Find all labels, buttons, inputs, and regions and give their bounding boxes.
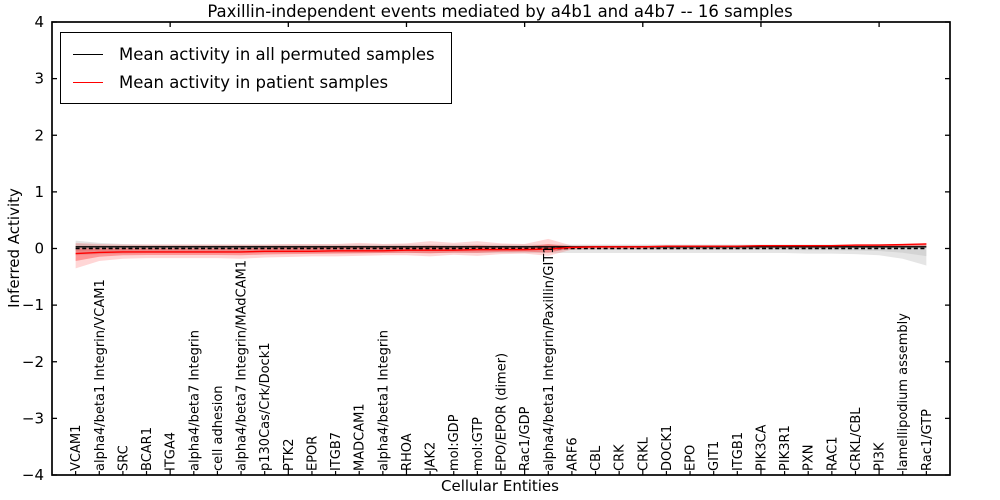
category-label: lamellipodium assembly [896, 313, 911, 471]
category-label: EPOR [305, 436, 320, 471]
category-label: alpha4/beta7 Integrin [187, 330, 202, 471]
category-label: ITGA4 [164, 432, 179, 471]
y-tick-label: −3 [22, 409, 44, 427]
category-label: VCAM1 [69, 425, 84, 471]
category-label: CRKL/CBL [849, 407, 864, 471]
x-axis-bottom: VCAM1 alpha4/beta1 Integrin/VCAM1 SRC BCAR1… [69, 245, 935, 475]
category-label: DOCK1 [660, 425, 675, 471]
y-tick-label: −4 [22, 466, 44, 484]
legend-line-swatch [73, 53, 103, 55]
category-label: CRKL [636, 436, 651, 471]
legend-label: Mean activity in all permuted samples [119, 44, 435, 64]
y-axis: −4 −3 −2 −1 0 1 2 3 4 [22, 13, 950, 484]
legend-item-0: Mean activity in all permuted samples [73, 40, 435, 68]
category-label: Rac1/GDP [518, 406, 533, 471]
y-axis-label: Inferred Activity [5, 188, 23, 308]
category-label: ITGB1 [731, 432, 746, 471]
category-label: mol:GTP [471, 417, 486, 471]
patient-band [75, 238, 927, 269]
category-label: JAK2 [424, 442, 439, 472]
category-label: mol:GDP [447, 414, 462, 471]
x-axis-label: Cellular Entities [441, 477, 559, 495]
category-label: alpha4/beta1 Integrin/Paxillin/GIT1 [542, 245, 557, 471]
category-label: SRC [116, 445, 131, 471]
category-label: alpha4/beta7 Integrin/MAdCAM1 [235, 260, 250, 471]
y-tick-label: 2 [34, 126, 44, 144]
category-label: alpha4/beta1 Integrin/VCAM1 [93, 279, 108, 471]
category-label: CBL [589, 445, 604, 471]
category-label: MADCAM1 [353, 403, 368, 471]
category-label: CRK [613, 444, 628, 471]
legend-line-swatch [73, 81, 103, 83]
legend: Mean activity in all permuted samples Mea… [60, 32, 452, 104]
y-tick-label: −2 [22, 353, 44, 371]
y-tick-label: 3 [34, 70, 44, 88]
category-label: Rac1/GTP [920, 409, 935, 471]
category-label: PI3K [873, 442, 888, 471]
y-tick-label: 1 [34, 183, 44, 201]
category-label: EPO [684, 445, 699, 471]
category-label: PIK3CA [754, 424, 769, 471]
category-label: PXN [802, 445, 817, 471]
y-tick-label: −1 [22, 296, 44, 314]
category-label: EPO/EPOR (dimer) [495, 353, 510, 471]
category-label: RAC1 [825, 436, 840, 471]
category-label: GIT1 [707, 441, 722, 471]
category-label: p130Cas/Crk/Dock1 [258, 342, 273, 471]
patient-mean-line [75, 243, 927, 255]
category-label: ARF6 [565, 437, 580, 471]
category-label: PTK2 [282, 438, 297, 471]
legend-label: Mean activity in patient samples [119, 72, 389, 92]
category-label: BCAR1 [140, 427, 155, 471]
category-label: RHOA [400, 433, 415, 471]
y-tick-label: 4 [34, 13, 44, 31]
category-label: alpha4/beta1 Integrin [376, 330, 391, 471]
category-label: cell adhesion [211, 385, 226, 471]
chart-title: Paxillin-independent events mediated by … [207, 2, 793, 21]
category-label: ITGB7 [329, 432, 344, 471]
legend-item-1: Mean activity in patient samples [73, 68, 435, 96]
category-label: PIK3R1 [778, 425, 793, 471]
x-axis-top [169, 22, 880, 27]
y-tick-label: 0 [34, 240, 44, 258]
